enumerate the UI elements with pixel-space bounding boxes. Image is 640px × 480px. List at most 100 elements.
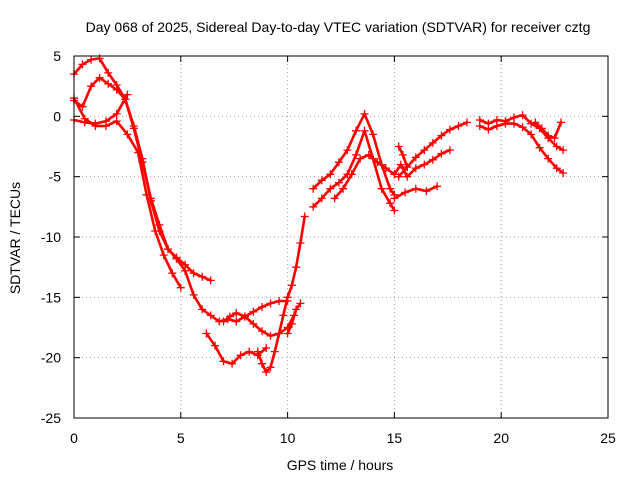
data-point <box>411 164 420 173</box>
series-line <box>393 148 452 178</box>
data-point <box>552 142 561 151</box>
data-point <box>518 111 527 120</box>
data-point <box>202 329 211 338</box>
y-tick-label: -20 <box>41 350 61 366</box>
data-point <box>258 303 266 311</box>
data-point <box>373 158 382 167</box>
data-point <box>80 118 89 127</box>
data-point <box>225 312 234 321</box>
series-line <box>286 302 302 335</box>
data-point <box>352 126 360 135</box>
data-point <box>206 311 215 320</box>
y-tick-label: 0 <box>53 108 61 124</box>
data-point <box>279 311 288 320</box>
data-point <box>102 117 110 126</box>
data-point <box>428 138 437 147</box>
series-track-14 <box>394 142 412 171</box>
data-point <box>394 142 403 151</box>
x-tick-label: 20 <box>493 430 509 446</box>
data-point <box>559 169 568 177</box>
data-point <box>258 359 266 368</box>
data-point <box>164 245 172 254</box>
data-point <box>381 164 390 173</box>
data-point <box>266 363 275 372</box>
data-point <box>78 60 87 69</box>
data-point <box>445 146 454 155</box>
series-line <box>222 311 296 338</box>
data-point <box>249 307 258 316</box>
data-point <box>386 199 395 208</box>
data-point <box>317 176 326 185</box>
data-point <box>112 117 121 126</box>
data-point <box>292 263 301 272</box>
data-point <box>510 119 518 128</box>
x-tick-label: 5 <box>177 430 185 446</box>
data-point <box>176 283 185 292</box>
series-track-8 <box>283 299 305 338</box>
data-point <box>129 122 138 130</box>
data-point <box>411 184 420 193</box>
data-point <box>403 172 412 181</box>
data-point <box>398 150 407 159</box>
data-point <box>134 148 143 157</box>
data-series <box>70 54 568 377</box>
data-point <box>283 293 292 302</box>
data-point <box>411 153 420 162</box>
y-tick-label: -10 <box>41 229 61 245</box>
data-point <box>377 184 386 193</box>
data-point <box>343 146 352 155</box>
data-point <box>527 119 536 128</box>
data-point <box>104 79 113 88</box>
data-point <box>275 329 284 338</box>
data-point <box>559 146 568 155</box>
data-point <box>236 351 245 360</box>
data-point <box>189 269 198 278</box>
x-tick-label: 25 <box>600 430 616 446</box>
data-point <box>240 312 249 321</box>
series-line <box>72 57 289 323</box>
data-point <box>123 130 132 139</box>
data-point <box>228 359 237 368</box>
data-point <box>326 184 335 193</box>
data-point <box>501 119 510 128</box>
series-track-10 <box>309 126 399 215</box>
series-track-4 <box>70 90 132 128</box>
x-tick-label: 15 <box>387 430 403 446</box>
data-point <box>292 305 301 314</box>
series-track-11 <box>330 150 399 203</box>
x-axis-title: GPS time / hours <box>287 457 394 473</box>
data-point <box>347 170 356 179</box>
data-point <box>437 131 446 140</box>
data-point <box>552 164 561 173</box>
data-point <box>262 368 271 377</box>
data-point <box>334 178 343 187</box>
data-point <box>87 55 96 64</box>
series-track-17 <box>475 119 568 177</box>
data-point <box>206 276 215 285</box>
data-point <box>527 130 536 139</box>
data-point <box>437 149 446 158</box>
series-track-9 <box>309 109 399 199</box>
data-point <box>518 123 527 132</box>
series-track-12 <box>394 118 471 181</box>
series-track-16 <box>475 111 568 155</box>
data-point <box>189 290 198 299</box>
series-line <box>478 113 565 152</box>
data-point <box>198 272 207 281</box>
data-point <box>87 82 96 91</box>
data-point <box>172 253 181 262</box>
data-point <box>266 299 275 308</box>
y-tick-label: 5 <box>53 48 61 64</box>
series-track-2 <box>70 73 215 285</box>
data-point <box>232 309 241 317</box>
data-point <box>232 317 241 326</box>
data-point <box>198 305 207 314</box>
data-point <box>326 170 335 179</box>
data-point <box>142 190 151 199</box>
data-point <box>390 206 399 215</box>
data-point <box>463 118 471 127</box>
x-tick-label: 10 <box>280 430 296 446</box>
data-point <box>275 297 284 305</box>
data-point <box>112 109 121 118</box>
